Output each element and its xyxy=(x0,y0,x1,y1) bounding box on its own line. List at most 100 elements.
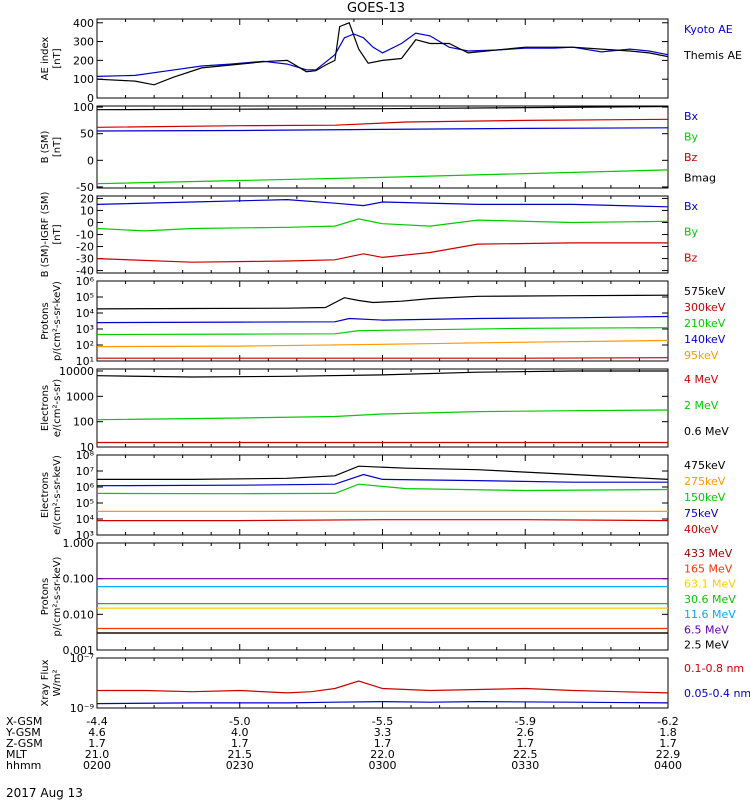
y-tick-label: 10⁵ xyxy=(76,291,94,304)
legend-entry: By xyxy=(684,226,699,239)
series-line-40kev xyxy=(97,519,669,522)
ephemeris-value: -4.4 xyxy=(86,715,107,728)
y-tick-label: 10⁷ xyxy=(76,465,94,478)
legend-entry: Bmag xyxy=(684,172,716,185)
ephemeris-value: 21.0 xyxy=(85,748,110,761)
y-tick-label: 0 xyxy=(87,154,94,167)
series-line-kyoto-ae xyxy=(96,32,669,77)
legend-entry: Bx xyxy=(684,110,699,123)
legend-entry: Themis AE xyxy=(683,49,742,62)
y-tick-label: 10⁸ xyxy=(76,449,95,462)
y-tick-label: -20 xyxy=(76,241,94,254)
y-axis-unit: [nT] xyxy=(52,137,63,157)
ephemeris-value: 0300 xyxy=(369,759,397,772)
legend-entry: 40keV xyxy=(684,523,719,536)
series-line-300kev xyxy=(97,357,669,359)
legend-entry: 75keV xyxy=(684,507,719,520)
panel-frame xyxy=(96,105,669,189)
series-line-0-05-0-4-nm xyxy=(96,700,669,705)
y-tick-label: 10⁶ xyxy=(76,481,95,494)
panel-protons_low: 10¹ 10² 10³ 10⁴ 10⁵ 10⁶ Protons p/(cm²-s-sr-keV… xyxy=(40,275,726,368)
legend-entry: Bx xyxy=(684,200,699,213)
legend-entry: 300keV xyxy=(684,301,726,314)
ephemeris-value: 4.0 xyxy=(231,726,249,739)
panel-frame xyxy=(96,18,669,99)
ephemeris-value: 0400 xyxy=(654,759,682,772)
y-tick-label: -40 xyxy=(76,265,94,278)
legend-entry: 30.6 MeV xyxy=(684,593,736,606)
y-tick-label: 1.000 xyxy=(63,537,95,550)
legend-entry: Bz xyxy=(684,151,698,164)
ephemeris-value: 1.7 xyxy=(659,737,677,750)
ephemeris-value: -5.5 xyxy=(372,715,393,728)
ephemeris-value: 1.8 xyxy=(659,726,677,739)
ephemeris-value: 0230 xyxy=(226,759,254,772)
y-tick-label: 10000 xyxy=(59,365,94,378)
panel-frame xyxy=(96,542,669,651)
y-axis-unit: [nT] xyxy=(52,48,63,68)
ephemeris-value: 22.9 xyxy=(656,748,681,761)
panel-electrons_diff: 10³ 10⁴ 10⁵ 10⁶ 10⁷ 10⁸ Electrons e/(cm²-s-sr-k… xyxy=(40,449,726,542)
y-tick-label: 300 xyxy=(73,36,94,49)
y-tick-label: 10³ xyxy=(76,529,94,542)
y-tick-label: 10³ xyxy=(76,323,94,336)
y-tick-label: 100 xyxy=(73,73,94,86)
y-axis-unit: p/(cm²-s-sr-keV) xyxy=(52,281,63,361)
ephemeris-value: 1.7 xyxy=(374,737,392,750)
y-axis-unit: [nT] xyxy=(52,224,63,244)
legend-entry: Bz xyxy=(684,251,698,264)
series-line-140kev xyxy=(96,315,669,324)
y-tick-label: 0.100 xyxy=(63,573,95,586)
y-tick-label: 10 xyxy=(80,441,94,454)
y-axis-label: Xray Flux xyxy=(40,659,51,706)
legend-entry: 165 MeV xyxy=(684,562,733,575)
series-line-475kev xyxy=(97,465,669,480)
legend-entry: By xyxy=(684,131,699,144)
series-line-themis-ae xyxy=(96,22,669,86)
panel-electrons_int: 10 100 1000 10000 Electrons e/(cm²-s-sr) 4 MeV… xyxy=(40,365,729,454)
legend-entry: 2 MeV xyxy=(684,399,719,412)
ephemeris-value: -5.0 xyxy=(229,715,250,728)
series-line-95kev xyxy=(96,339,669,348)
legend-entry: 575keV xyxy=(684,285,726,298)
legend-entry: 475keV xyxy=(684,459,726,472)
series-line-210kev xyxy=(96,327,669,336)
y-tick-label: 10 xyxy=(80,204,94,217)
y-axis-label: Electrons xyxy=(40,472,51,518)
y-tick-label: 200 xyxy=(73,54,94,67)
panel-frame xyxy=(96,657,669,709)
legend-entry: 0.6 MeV xyxy=(684,425,729,438)
legend-entry: 6.5 MeV xyxy=(684,623,729,636)
panel-frame xyxy=(96,280,669,362)
legend-entry: Kyoto AE xyxy=(684,23,733,36)
y-tick-label: 1000 xyxy=(66,390,94,403)
y-tick-label: 0 xyxy=(87,92,94,105)
y-tick-label: 10⁴ xyxy=(76,307,95,320)
panel-b_sm: -50 0 50 100 B (SM) [nT] Bx By Bz Bmag xyxy=(40,101,716,194)
series-line-2-mev xyxy=(96,409,669,421)
chart-title: GOES-13 xyxy=(347,1,405,16)
panel-ae: 0 100 200 300 400 AE index [nT] Kyoto AE Themis … xyxy=(40,17,742,105)
y-tick-label: 100 xyxy=(73,101,94,114)
y-tick-label: 10⁶ xyxy=(76,275,95,288)
legend-entry: 140keV xyxy=(684,333,726,346)
ephemeris-value: 2.6 xyxy=(517,726,535,739)
ephemeris-row-label: MLT xyxy=(6,748,27,761)
ephemeris-value: 21.5 xyxy=(228,748,253,761)
y-axis-unit: W/m² xyxy=(52,669,63,696)
series-line-0-6-mev xyxy=(96,370,668,378)
panel-xray: 10⁻⁹ 10⁻⁷ Xray Flux W/m² 0.1-0.8 nm 0.05-0.4 … xyxy=(40,652,750,715)
legend-entry: 63.1 MeV xyxy=(684,578,736,591)
y-axis-label: Protons xyxy=(40,302,51,339)
legend-entry: 150keV xyxy=(684,491,726,504)
series-line-575kev xyxy=(96,294,669,310)
panel-protons_high: 0.001 0.010 0.100 1.000 Protons p/(cm²-s-sr-k… xyxy=(40,537,736,657)
y-axis-label: Protons xyxy=(40,578,51,615)
y-tick-label: 0 xyxy=(87,216,94,229)
ephemeris-value: 22.0 xyxy=(370,748,395,761)
panel-frame xyxy=(96,368,669,448)
legend-entry: 0.1-0.8 nm xyxy=(684,662,744,675)
ephemeris-row-label: X-GSM xyxy=(6,715,42,728)
